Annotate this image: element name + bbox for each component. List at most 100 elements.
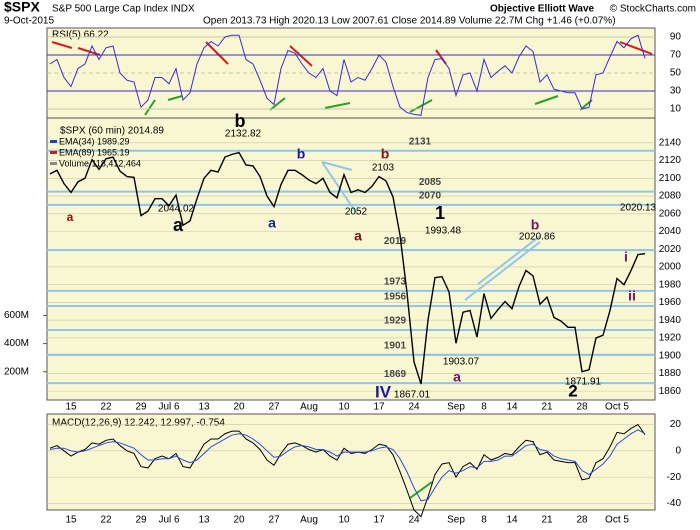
level-label: 2085 xyxy=(419,177,442,188)
level-label: 1901 xyxy=(384,340,407,351)
x-tick-label: Aug xyxy=(300,515,318,526)
x-tick-label: 17 xyxy=(373,515,385,526)
level-label: 2019 xyxy=(384,236,407,247)
series-line xyxy=(49,151,646,385)
annotation: 2 xyxy=(568,381,577,400)
x-tick-label: 10 xyxy=(338,402,350,413)
annotation: 2052 xyxy=(345,207,368,218)
x-tick-label: Sep xyxy=(447,515,465,526)
annotation: b xyxy=(531,217,540,233)
y-tick-label: 30 xyxy=(670,86,682,97)
y-tick-label: 2040 xyxy=(659,226,682,237)
x-tick-label: 13 xyxy=(198,402,210,413)
x-tick-label: Jul 6 xyxy=(158,402,180,413)
series-line xyxy=(49,429,646,502)
annotation: 1 xyxy=(435,203,445,223)
x-tick-label: 28 xyxy=(576,402,588,413)
trend-lines xyxy=(51,41,653,499)
y-tick-label: 1980 xyxy=(659,279,682,290)
annotation: 2044.02 xyxy=(158,204,195,215)
y-tick-label: 2080 xyxy=(659,191,682,202)
annotation: 2103 xyxy=(372,163,395,174)
annotation: a xyxy=(67,210,74,224)
x-tick-label: 14 xyxy=(506,402,518,413)
x-tick-label: 24 xyxy=(408,515,420,526)
y-tick-label: 0 xyxy=(675,445,681,456)
index-name: S&P 500 Large Cap Index INDX xyxy=(52,4,195,15)
y-tick-label: 1920 xyxy=(659,333,682,344)
x-tick-label: Oct 5 xyxy=(605,515,629,526)
legend-label: Volume 118,412,464 xyxy=(59,158,141,168)
x-tick-label: 15 xyxy=(65,515,77,526)
y-tick-label: 20 xyxy=(670,419,682,430)
x-tick-label: 21 xyxy=(541,515,553,526)
level-label: 2070 xyxy=(419,191,442,202)
macd-panel xyxy=(46,413,656,511)
y-tick-label: 1940 xyxy=(659,315,682,326)
y-tick-label: 2060 xyxy=(659,208,682,219)
x-tick-label: 21 xyxy=(541,402,553,413)
y-tick-label: 1900 xyxy=(659,350,682,361)
y-tick-label: 2020 xyxy=(659,244,682,255)
y2-tick-label: 600M xyxy=(4,310,29,321)
series-line xyxy=(49,423,646,518)
x-tick-label: 20 xyxy=(233,515,245,526)
annotation: a xyxy=(268,215,276,231)
x-tick-label: 29 xyxy=(135,515,147,526)
annotation: a xyxy=(173,215,184,235)
x-tick-label: 10 xyxy=(338,515,350,526)
x-tick-label: Oct 5 xyxy=(605,402,629,413)
y-tick-label: 2000 xyxy=(659,262,682,273)
x-tick-label: Sep xyxy=(447,402,465,413)
x-tick-label: 22 xyxy=(100,515,112,526)
y-tick-label: 2120 xyxy=(659,155,682,166)
level-label: 2131 xyxy=(409,136,432,147)
legend-label: EMA(89) 1965.19 xyxy=(59,147,130,157)
annotation: 1903.07 xyxy=(443,357,480,368)
y-tick-label: 1960 xyxy=(659,297,682,308)
x-tick-label: 27 xyxy=(268,402,280,413)
annotation: 2020.86 xyxy=(519,232,556,243)
y2-tick-label: 200M xyxy=(4,366,29,377)
y-tick-label: 90 xyxy=(670,32,682,43)
legend-swatch xyxy=(50,162,57,165)
price-panel xyxy=(46,117,656,401)
level-label: 1929 xyxy=(384,316,407,327)
y-tick-label: -20 xyxy=(667,472,682,483)
quote: Open 2013.73 High 2020.13 Low 2007.61 Cl… xyxy=(203,16,616,27)
y-tick-label: 2100 xyxy=(659,173,682,184)
annotation: 2020.13 xyxy=(620,203,657,214)
x-tick-label: 27 xyxy=(268,515,280,526)
y-tick-label: 10 xyxy=(670,104,682,115)
level-label: 1956 xyxy=(384,292,407,303)
y-tick-label: 2140 xyxy=(659,137,682,148)
annotation: a xyxy=(453,369,461,385)
x-tick-label: 20 xyxy=(233,402,245,413)
x-tick-label: 14 xyxy=(506,515,518,526)
x-tick-label: 13 xyxy=(198,515,210,526)
annotation: IV xyxy=(375,382,392,401)
y-tick-label: 70 xyxy=(670,50,682,61)
x-tick-label: 17 xyxy=(373,402,385,413)
rsi-title: RSI(5) 66.22 xyxy=(52,30,109,41)
annotation: i xyxy=(624,249,628,265)
level-label: 1973 xyxy=(384,277,407,288)
x-tick-label: 24 xyxy=(408,402,420,413)
x-tick-label: Aug xyxy=(300,402,318,413)
date: 9-Oct-2015 xyxy=(4,16,54,27)
x-tick-label: 29 xyxy=(135,402,147,413)
annotation: 1871.91 xyxy=(565,377,602,388)
legend-label: EMA(34) 1989.29 xyxy=(59,136,130,146)
symbol: $SPX xyxy=(4,0,40,15)
annotation: b xyxy=(297,146,306,162)
annotation: 1867.01 xyxy=(394,390,431,401)
y-tick-label: 1860 xyxy=(659,386,682,397)
annotation: 2132.82 xyxy=(225,129,262,140)
annotation: b xyxy=(235,111,246,131)
y-tick-label: 50 xyxy=(670,68,682,79)
x-tick-label: 15 xyxy=(65,402,77,413)
watermark: Objective Elliott Wave xyxy=(490,4,595,15)
y-tick-label: 1880 xyxy=(659,368,682,379)
annotation: ii xyxy=(628,288,636,304)
